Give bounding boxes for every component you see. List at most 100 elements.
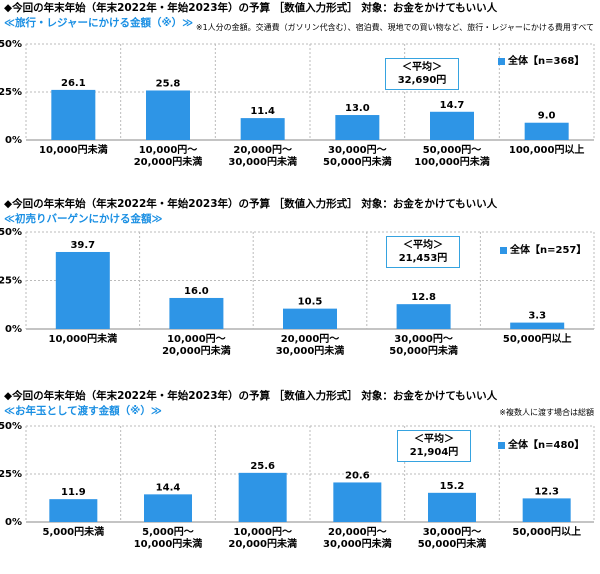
x-tick-label-line: 50,000円未満: [418, 537, 487, 550]
data-label: 20.6: [345, 470, 370, 481]
bar: [238, 472, 287, 522]
average-box: ＜平均＞ 21,453円: [386, 236, 460, 268]
legend: 全体【n=257】: [500, 241, 586, 256]
legend-swatch: [500, 246, 507, 254]
legend-label: 全体【n=368】: [508, 56, 585, 67]
bar: [51, 89, 96, 140]
x-tick-label-line: 20,000円～: [233, 144, 292, 156]
data-label: 39.7: [70, 240, 95, 251]
data-label: 11.9: [61, 487, 86, 498]
bar: [510, 322, 565, 329]
chart-title: ◆今回の年末年始（年末2022年・年始2023年）の予算 ［数値入力形式］ 対象…: [4, 2, 498, 14]
data-label: 3.3: [528, 311, 546, 322]
x-tick-label-line: 30,000円～: [328, 144, 387, 156]
chart-subtitle: ≪初売りバーゲンにかける金額≫: [4, 213, 163, 225]
average-label: ＜平均＞: [403, 240, 443, 251]
x-tick-label-line: 100,000円以上: [509, 143, 585, 156]
x-tick-label-line: 20,000円未満: [228, 537, 297, 550]
average-box: ＜平均＞ 21,904円: [397, 430, 471, 462]
y-tick-label: 0%: [5, 517, 22, 528]
bar: [169, 297, 224, 329]
x-tick-label: 50,000円以上: [503, 332, 572, 345]
x-tick-label-line: 10,000円未満: [49, 332, 118, 345]
x-tick-label: 10,000円～ 20,000円未満: [228, 526, 297, 550]
x-tick-label: 50,000円～ 100,000円未満: [414, 144, 490, 168]
chart-panel-otoshidama: ◆今回の年末年始（年末2022年・年始2023年）の予算 ［数値入力形式］ 対象…: [0, 388, 600, 574]
bar: [335, 115, 380, 140]
data-label: 16.0: [184, 286, 209, 297]
average-box: ＜平均＞ 32,690円: [385, 58, 459, 90]
chart-title: ◆今回の年末年始（年末2022年・年始2023年）の予算 ［数値入力形式］ 対象…: [4, 390, 498, 402]
average-value: 21,904円: [409, 447, 459, 458]
x-tick-label-line: 50,000円未満: [389, 344, 458, 357]
average-label: ＜平均＞: [402, 62, 442, 73]
chart-panel-bargain: ◆今回の年末年始（年末2022年・年始2023年）の予算 ［数値入力形式］ 対象…: [0, 196, 600, 386]
x-tick-label-line: 20,000円未満: [134, 155, 203, 168]
y-tick-label: 50%: [0, 227, 22, 238]
x-tick-label-line: 20,000円～: [281, 333, 340, 345]
bar: [146, 90, 190, 140]
chart-subtitle: ≪旅行・レジャーにかける金額（※）≫: [4, 17, 194, 29]
x-tick-label-line: 10,000円未満: [39, 143, 108, 156]
x-tick-label-line: 50,000円未満: [323, 155, 392, 168]
x-tick-label-line: 10,000円～: [139, 144, 198, 156]
data-label: 25.8: [156, 78, 181, 89]
x-tick-label-line: 30,000円～: [394, 333, 453, 345]
bar: [55, 251, 110, 329]
x-tick-label: 10,000円～ 20,000円未満: [162, 333, 231, 357]
x-tick-label-line: 10,000円未満: [134, 537, 203, 550]
y-tick-label: 25%: [0, 87, 22, 98]
bar: [396, 304, 451, 329]
data-label: 9.0: [538, 111, 556, 122]
legend-swatch: [498, 441, 505, 449]
x-tick-label-line: 30,000円～: [423, 526, 482, 538]
y-tick-label: 0%: [5, 135, 22, 146]
x-tick-label: 5,000円未満: [43, 525, 105, 538]
x-tick-label-line: 10,000円～: [233, 526, 292, 538]
x-tick-label: 50,000円以上: [512, 525, 581, 538]
x-tick-label-line: 20,000円未満: [162, 344, 231, 357]
legend: 全体【n=480】: [498, 436, 584, 451]
data-label: 26.1: [61, 78, 86, 89]
chart-note: ※複数人に渡す場合は総額: [499, 408, 594, 417]
bar: [240, 118, 285, 140]
data-label: 15.2: [440, 481, 465, 492]
x-tick-label: 30,000円～ 50,000円未満: [418, 526, 487, 550]
x-tick-label-line: 5,000円～: [142, 526, 194, 538]
bar: [144, 494, 192, 522]
bar: [333, 482, 382, 522]
bar: [49, 499, 98, 522]
chart-panel-travel: ◆今回の年末年始（年末2022年・年始2023年）の予算 ［数値入力形式］ 対象…: [0, 0, 600, 190]
y-tick-label: 50%: [0, 39, 22, 50]
x-tick-label: 20,000円～ 30,000円未満: [276, 333, 345, 357]
x-tick-label: 10,000円未満: [39, 143, 108, 156]
bar: [428, 492, 476, 522]
y-tick-label: 25%: [0, 469, 22, 480]
x-tick-label-line: 100,000円未満: [414, 155, 490, 168]
average-value: 32,690円: [397, 75, 447, 86]
x-tick-label-line: 50,000円以上: [503, 332, 572, 345]
x-tick-label: 20,000円～ 30,000円未満: [228, 144, 297, 168]
y-tick-label: 0%: [5, 324, 22, 335]
y-tick-label: 25%: [0, 276, 22, 287]
x-tick-label: 20,000円～ 30,000円未満: [323, 526, 392, 550]
chart-subtitle: ≪お年玉として渡す金額（※）≫: [4, 405, 162, 417]
legend: 全体【n=368】: [498, 52, 584, 67]
x-tick-label: 30,000円～ 50,000円未満: [389, 333, 458, 357]
x-tick-label: 10,000円未満: [49, 332, 118, 345]
data-label: 14.4: [156, 482, 181, 493]
data-label: 12.8: [411, 292, 436, 303]
average-label: ＜平均＞: [414, 434, 454, 445]
x-tick-label-line: 30,000円未満: [276, 344, 345, 357]
bar: [522, 498, 571, 522]
x-tick-label-line: 20,000円～: [328, 526, 387, 538]
x-tick-label: 100,000円以上: [509, 143, 585, 156]
x-tick-label-line: 10,000円～: [167, 333, 226, 345]
data-label: 11.4: [250, 106, 275, 117]
bar: [524, 122, 569, 140]
x-tick-label-line: 5,000円未満: [43, 525, 105, 538]
chart-note: ※1人分の金額。交通費（ガソリン代含む）、宿泊費、現地での買い物など、旅行・レジ…: [195, 23, 594, 32]
data-label: 10.5: [298, 297, 323, 308]
